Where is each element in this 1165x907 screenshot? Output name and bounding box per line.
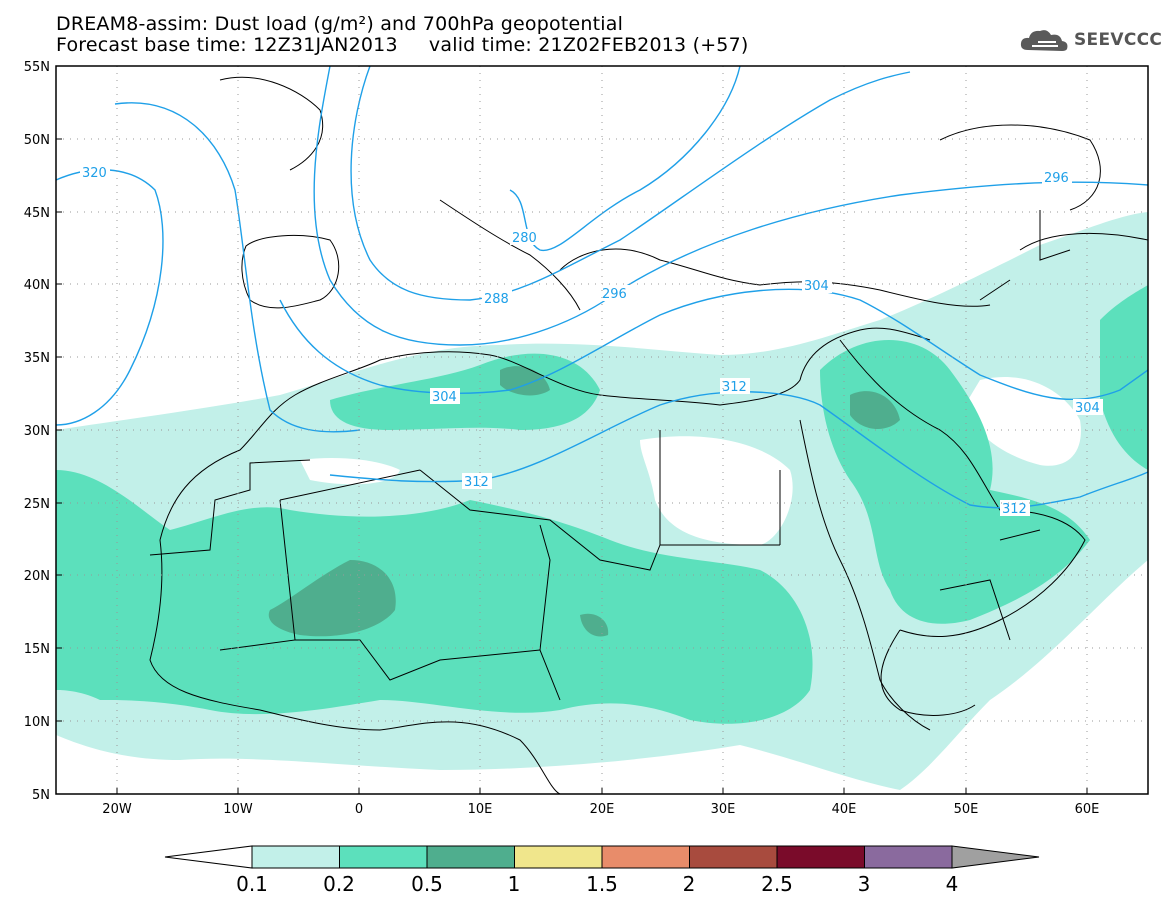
- dust-free-sahara: [300, 458, 400, 485]
- colorbar: [164, 845, 1040, 869]
- contour-304-a: [279, 288, 1148, 401]
- colorbar-labels: 0.1 0.2 0.5 1 1.5 2 2.5 3 4: [236, 872, 958, 896]
- lat-label: 30N: [24, 424, 50, 439]
- lat-label: 50N: [24, 133, 50, 148]
- contour-label: 296: [1044, 171, 1069, 186]
- lon-label: 10E: [468, 802, 493, 817]
- colorbar-segments: [251, 845, 953, 869]
- gridlines: [56, 66, 1148, 794]
- dust-band-dark: [268, 560, 396, 637]
- colorbar-segment: [426, 845, 515, 869]
- map-title: DREAM8-assim: Dust load (g/m²) and 700hP…: [56, 13, 624, 35]
- colorbar-segment: [251, 845, 340, 869]
- contour-label: 296: [602, 287, 627, 302]
- contour-288: [350, 66, 911, 301]
- lat-label: 45N: [24, 206, 50, 221]
- colorbar-label: 0.5: [411, 872, 443, 896]
- colorbar-segment: [776, 845, 865, 869]
- colorbar-label: 2.5: [761, 872, 793, 896]
- contour-label: 288: [484, 292, 509, 307]
- colorbar-segment: [339, 845, 428, 869]
- contour-label: 304: [804, 279, 829, 294]
- colorbar-label: 1.5: [586, 872, 618, 896]
- lon-label: 50E: [954, 802, 979, 817]
- contour-label: 312: [1002, 502, 1027, 517]
- coastlines: [149, 76, 1148, 794]
- lon-label: 40E: [832, 802, 857, 817]
- lon-label: 10W: [223, 802, 253, 817]
- brand-logo: SEEVCCC: [1018, 26, 1162, 54]
- dust-band-dark-iraq: [850, 391, 900, 430]
- dust-band-mid: [56, 470, 813, 724]
- colorbar-segment: [689, 845, 778, 869]
- colorbar-segment: [864, 845, 953, 869]
- contour-label: 312: [722, 380, 747, 395]
- dust-free-egypt: [640, 436, 793, 545]
- dust-free-iran: [965, 376, 1081, 466]
- forecast-time-label: Forecast base time: 12Z31JAN2013 valid t…: [56, 34, 749, 56]
- axis-ticks: [56, 65, 1088, 794]
- lat-label: 55N: [24, 60, 50, 75]
- lat-label: 35N: [24, 351, 50, 366]
- contour-label: 320: [82, 166, 107, 181]
- colorbar-label: 0.2: [323, 872, 355, 896]
- contour-label: 304: [432, 390, 457, 405]
- lon-label: 20E: [590, 802, 615, 817]
- dust-band-dark-chad: [580, 613, 609, 637]
- colorbar-segment: [601, 845, 690, 869]
- lat-label: 5N: [32, 788, 50, 803]
- colorbar-label: 4: [946, 872, 959, 896]
- contour-320: [56, 169, 164, 426]
- contour-328: [114, 102, 361, 433]
- lat-label: 15N: [24, 642, 50, 657]
- lat-label: 20N: [24, 569, 50, 584]
- lat-label: 40N: [24, 278, 50, 293]
- contour-labels: 320 280 288 296 304 296 304 312 304 312 …: [80, 164, 1103, 517]
- brand-name: SEEVCCC: [1074, 30, 1163, 50]
- contour-label: 304: [1075, 401, 1100, 416]
- colorbar-label: 3: [858, 872, 871, 896]
- colorbar-label: 2: [683, 872, 696, 896]
- longitude-labels: 20W 10W 0 10E 20E 30E 40E 50E 60E: [102, 802, 1099, 817]
- lon-label: 0: [355, 802, 363, 817]
- contour-label: 280: [512, 231, 537, 246]
- latitude-labels: 55N 50N 45N 40N 35N 30N 25N 20N 15N 10N …: [24, 60, 50, 803]
- lat-label: 25N: [24, 497, 50, 512]
- colorbar-max-triangle: [951, 845, 1040, 869]
- lon-label: 60E: [1075, 802, 1100, 817]
- cloud-logo-icon: [1020, 30, 1068, 51]
- lon-label: 20W: [102, 802, 132, 817]
- contour-label: 312: [464, 475, 489, 490]
- contour-280: [509, 66, 741, 252]
- colorbar-segment: [514, 845, 603, 869]
- contour-296-a: [313, 66, 1148, 346]
- colorbar-min-triangle: [164, 845, 253, 869]
- lat-label: 10N: [24, 715, 50, 730]
- dust-band-mid-east: [1100, 285, 1148, 470]
- lon-label: 30E: [711, 802, 736, 817]
- colorbar-label: 0.1: [236, 872, 268, 896]
- colorbar-label: 1: [508, 872, 521, 896]
